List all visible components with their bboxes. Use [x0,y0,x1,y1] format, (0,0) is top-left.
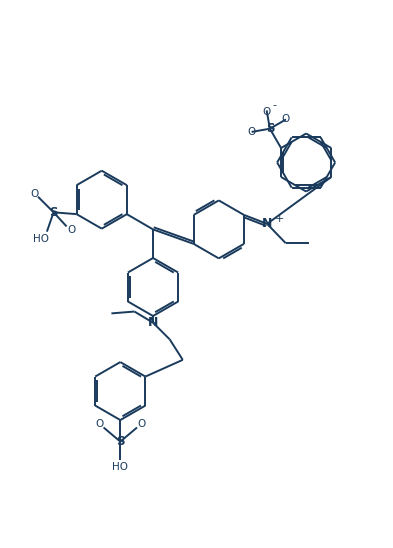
Text: S: S [116,435,125,448]
Text: S: S [266,122,274,135]
Text: HO: HO [112,462,128,472]
Text: S: S [50,206,58,219]
Text: +: + [274,214,284,224]
Text: O: O [282,115,290,124]
Text: HO: HO [33,234,50,244]
Text: -: - [273,100,277,110]
Text: N: N [148,316,158,329]
Text: N: N [262,218,272,230]
Text: O: O [138,419,146,429]
Text: O: O [67,225,75,235]
Text: O: O [30,189,39,199]
Text: O: O [248,127,256,137]
Text: O: O [263,107,271,117]
Text: O: O [95,419,103,429]
